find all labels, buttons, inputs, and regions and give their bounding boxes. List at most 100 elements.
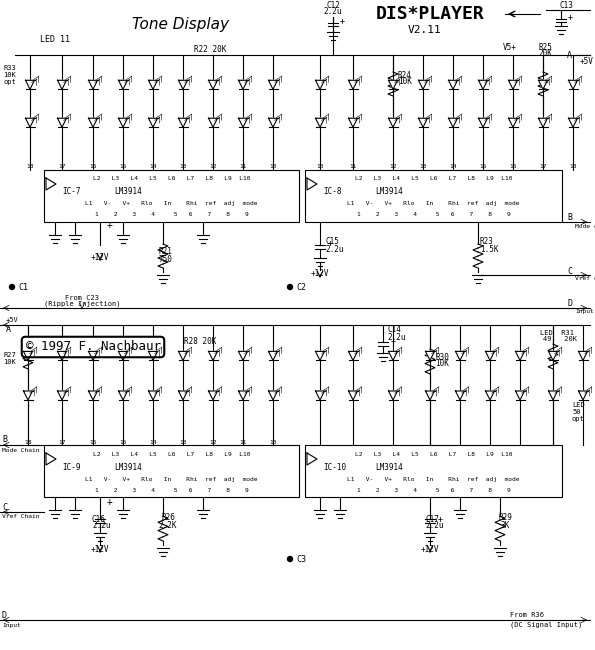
Text: 1    2    3    4     5   6    7    8    9: 1 2 3 4 5 6 7 8 9 xyxy=(95,213,248,218)
Text: C16: C16 xyxy=(92,515,106,523)
Text: C14: C14 xyxy=(387,326,401,335)
Text: LM3914: LM3914 xyxy=(375,463,403,471)
Text: +12V: +12V xyxy=(91,545,109,554)
Text: C13: C13 xyxy=(559,1,573,10)
Polygon shape xyxy=(26,81,35,89)
Polygon shape xyxy=(23,391,33,400)
Polygon shape xyxy=(509,81,518,89)
Text: LED 11: LED 11 xyxy=(40,36,70,44)
Polygon shape xyxy=(349,81,358,89)
Text: 50: 50 xyxy=(572,409,581,415)
Text: Mode Chain: Mode Chain xyxy=(2,447,39,452)
Text: 17: 17 xyxy=(58,439,66,445)
Polygon shape xyxy=(118,81,127,89)
Polygon shape xyxy=(239,118,248,127)
Polygon shape xyxy=(239,352,248,360)
Text: LM3914: LM3914 xyxy=(375,187,403,196)
Text: 14: 14 xyxy=(149,439,156,445)
Text: +: + xyxy=(340,18,345,27)
Polygon shape xyxy=(549,352,558,360)
Polygon shape xyxy=(578,391,587,400)
Text: C: C xyxy=(567,266,572,276)
Polygon shape xyxy=(178,81,187,89)
Polygon shape xyxy=(418,81,427,89)
Polygon shape xyxy=(389,81,397,89)
Text: 13: 13 xyxy=(179,164,187,170)
Polygon shape xyxy=(418,118,427,127)
Polygon shape xyxy=(89,81,98,89)
Text: Vref chain: Vref chain xyxy=(575,276,595,281)
Text: 1    2    3    4     5   6    7    8    9: 1 2 3 4 5 6 7 8 9 xyxy=(95,488,248,493)
Polygon shape xyxy=(568,118,578,127)
Polygon shape xyxy=(389,391,397,400)
Text: +12V: +12V xyxy=(91,252,109,261)
Text: L2   L3   L4   L5   L6   L7   L8   L9  L10: L2 L3 L4 L5 L6 L7 L8 L9 L10 xyxy=(93,177,250,181)
Polygon shape xyxy=(456,352,465,360)
Polygon shape xyxy=(349,352,358,360)
Text: V5+: V5+ xyxy=(503,42,517,51)
Text: L1   V-   V+   Rlo   In    Rhi  ref  adj  mode: L1 V- V+ Rlo In Rhi ref adj mode xyxy=(347,202,520,207)
Bar xyxy=(44,170,299,222)
Text: R33: R33 xyxy=(3,65,15,71)
Polygon shape xyxy=(118,352,127,360)
Text: A: A xyxy=(567,51,572,60)
Polygon shape xyxy=(26,118,35,127)
Polygon shape xyxy=(89,352,98,360)
Polygon shape xyxy=(389,352,397,360)
Text: opt: opt xyxy=(572,416,585,422)
Text: R22 20K: R22 20K xyxy=(194,44,226,53)
Polygon shape xyxy=(268,118,277,127)
Polygon shape xyxy=(58,81,67,89)
Polygon shape xyxy=(23,352,33,360)
Text: 17: 17 xyxy=(58,164,66,170)
Text: Input: Input xyxy=(2,623,21,627)
Text: D: D xyxy=(2,610,7,619)
Text: 2.2u: 2.2u xyxy=(92,521,111,530)
Polygon shape xyxy=(568,81,578,89)
Polygon shape xyxy=(456,391,465,400)
Text: +5V: +5V xyxy=(6,317,19,323)
Text: 18: 18 xyxy=(569,164,577,170)
Polygon shape xyxy=(549,391,558,400)
Text: +: + xyxy=(391,337,396,346)
Text: IC-9: IC-9 xyxy=(62,463,80,471)
Polygon shape xyxy=(239,391,248,400)
Text: C12: C12 xyxy=(326,1,340,10)
Text: 17: 17 xyxy=(539,164,547,170)
Text: R21: R21 xyxy=(158,248,172,257)
Polygon shape xyxy=(349,391,358,400)
Polygon shape xyxy=(58,118,67,127)
Polygon shape xyxy=(239,81,248,89)
Text: R24: R24 xyxy=(398,70,412,79)
Polygon shape xyxy=(149,118,158,127)
Polygon shape xyxy=(349,118,358,127)
Text: R29: R29 xyxy=(498,512,512,521)
Text: 1    2    3    4     5   6    7    8    9: 1 2 3 4 5 6 7 8 9 xyxy=(356,488,511,493)
Text: R28 20K: R28 20K xyxy=(184,337,216,346)
Text: 10: 10 xyxy=(270,439,277,445)
Text: 15: 15 xyxy=(119,439,127,445)
Polygon shape xyxy=(425,352,434,360)
Text: L2   L3   L4   L5   L6   L7   L8   L9  L10: L2 L3 L4 L5 L6 L7 L8 L9 L10 xyxy=(355,452,512,456)
Polygon shape xyxy=(89,118,98,127)
Polygon shape xyxy=(515,391,525,400)
Text: 14: 14 xyxy=(149,164,156,170)
Text: IC-10: IC-10 xyxy=(323,463,346,471)
Text: 49   20K: 49 20K xyxy=(543,336,577,342)
Text: 12: 12 xyxy=(389,164,397,170)
Text: R26: R26 xyxy=(161,512,175,521)
Text: 3K: 3K xyxy=(500,521,510,530)
Text: D: D xyxy=(567,298,572,307)
Circle shape xyxy=(10,285,14,289)
Text: 12: 12 xyxy=(209,439,217,445)
Polygon shape xyxy=(58,391,67,400)
Text: 1    2    3    4     5   6    7    8    9: 1 2 3 4 5 6 7 8 9 xyxy=(356,213,511,218)
Bar xyxy=(305,445,562,497)
Polygon shape xyxy=(486,352,494,360)
Text: +: + xyxy=(328,239,333,248)
Text: R30: R30 xyxy=(435,352,449,361)
Text: 20K: 20K xyxy=(538,49,552,58)
Text: +: + xyxy=(568,14,573,23)
Polygon shape xyxy=(425,391,434,400)
Text: C1: C1 xyxy=(18,283,28,291)
